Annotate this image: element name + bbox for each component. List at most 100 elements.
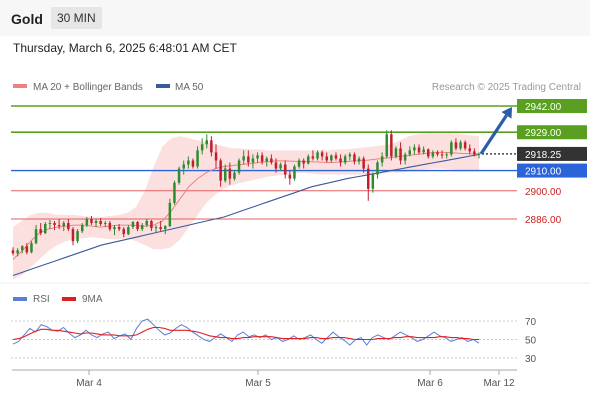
candle-body: [320, 152, 324, 157]
candle: [427, 148, 430, 159]
candle-body: [173, 182, 176, 203]
candle: [140, 223, 144, 232]
candle-body: [445, 154, 448, 156]
ma20-legend-label: MA 20 + Bollinger Bands: [33, 82, 143, 93]
candle: [44, 222, 47, 235]
rsi-grid: 70 50 30: [11, 317, 537, 365]
candle: [450, 140, 453, 157]
candle: [177, 166, 181, 185]
candle-body: [136, 222, 139, 230]
candle-body: [371, 174, 375, 189]
candle: [431, 150, 435, 159]
candle: [122, 227, 125, 238]
candle-body: [99, 221, 102, 224]
candle: [224, 164, 227, 183]
candle-body: [353, 154, 356, 162]
candle-body: [168, 202, 172, 227]
candle-body: [39, 229, 42, 234]
candle: [154, 225, 158, 234]
level-label-2918.25: 2918.25: [525, 150, 562, 161]
candle: [265, 156, 268, 167]
candle-body: [403, 154, 407, 161]
candle-body: [302, 160, 305, 164]
candle: [376, 160, 379, 179]
candle-body: [463, 142, 467, 149]
candle-body: [196, 150, 199, 167]
candle: [334, 152, 338, 161]
rsi-legend-label: RSI: [33, 294, 50, 305]
candle: [357, 156, 361, 165]
candle-body: [260, 155, 264, 162]
candle-body: [21, 246, 24, 251]
candle: [205, 134, 208, 149]
candle: [34, 225, 38, 245]
candle: [436, 150, 439, 157]
candle: [53, 221, 56, 231]
candle: [417, 144, 421, 155]
candle: [187, 156, 190, 169]
candle: [210, 136, 213, 157]
candle: [408, 146, 411, 157]
candle-body: [53, 223, 56, 225]
rsi-legend-swatch: [13, 297, 27, 301]
rsi-line: [12, 318, 480, 346]
candle: [307, 154, 310, 165]
chart-datetime: Thursday, March 6, 2025 6:48:01 AM CET: [13, 41, 237, 55]
candle: [297, 158, 301, 169]
candle: [150, 220, 153, 232]
candle-body: [57, 225, 61, 227]
candle-body: [265, 158, 268, 162]
candle-body: [454, 142, 458, 149]
candle: [108, 221, 112, 232]
candle: [311, 150, 315, 161]
candle-body: [274, 162, 278, 169]
candle-body: [334, 155, 338, 159]
candle: [422, 146, 425, 155]
bollinger-band-area: [13, 132, 479, 280]
candle: [131, 221, 135, 230]
candle: [11, 247, 15, 256]
forecast-arrow-shaft: [479, 114, 508, 155]
candle-body: [210, 140, 213, 153]
candle: [473, 148, 476, 157]
candle-body: [380, 156, 384, 163]
candle: [316, 150, 319, 161]
candle-body: [164, 226, 167, 230]
candle: [270, 154, 273, 165]
rsi-legend: RSI 9MA: [13, 294, 103, 305]
candle: [367, 164, 370, 201]
candle-body: [247, 156, 250, 163]
candle: [348, 152, 352, 161]
candle: [182, 160, 185, 175]
candle-body: [187, 160, 190, 165]
x-tick-label: Mar 6: [417, 378, 443, 389]
candle-body: [297, 160, 301, 167]
candle-body: [307, 156, 310, 164]
candle-body: [284, 164, 287, 175]
candle-body: [67, 223, 70, 230]
candle: [39, 223, 42, 236]
x-tick-label: Mar 4: [76, 378, 102, 389]
candle: [81, 223, 84, 234]
timeframe-button[interactable]: 30 MIN: [51, 7, 102, 29]
candle-body: [288, 174, 292, 179]
rsi-ma-legend-label: 9MA: [82, 294, 103, 305]
candle-body: [71, 229, 75, 242]
candle-body: [81, 225, 84, 232]
candle: [76, 229, 79, 244]
candle: [440, 150, 444, 159]
candle: [247, 150, 250, 167]
candle: [164, 225, 167, 235]
candle-body: [90, 219, 93, 223]
candle-body: [417, 147, 421, 153]
rsi-ma-line: [12, 326, 479, 341]
level-lines: [11, 105, 517, 220]
x-tick-label: Mar 5: [245, 378, 271, 389]
candle: [48, 220, 52, 230]
candle-body: [362, 158, 365, 169]
candle-body: [237, 160, 241, 173]
candle: [136, 221, 139, 232]
rsi-tick-label: 70: [525, 317, 537, 328]
candle: [214, 144, 218, 169]
